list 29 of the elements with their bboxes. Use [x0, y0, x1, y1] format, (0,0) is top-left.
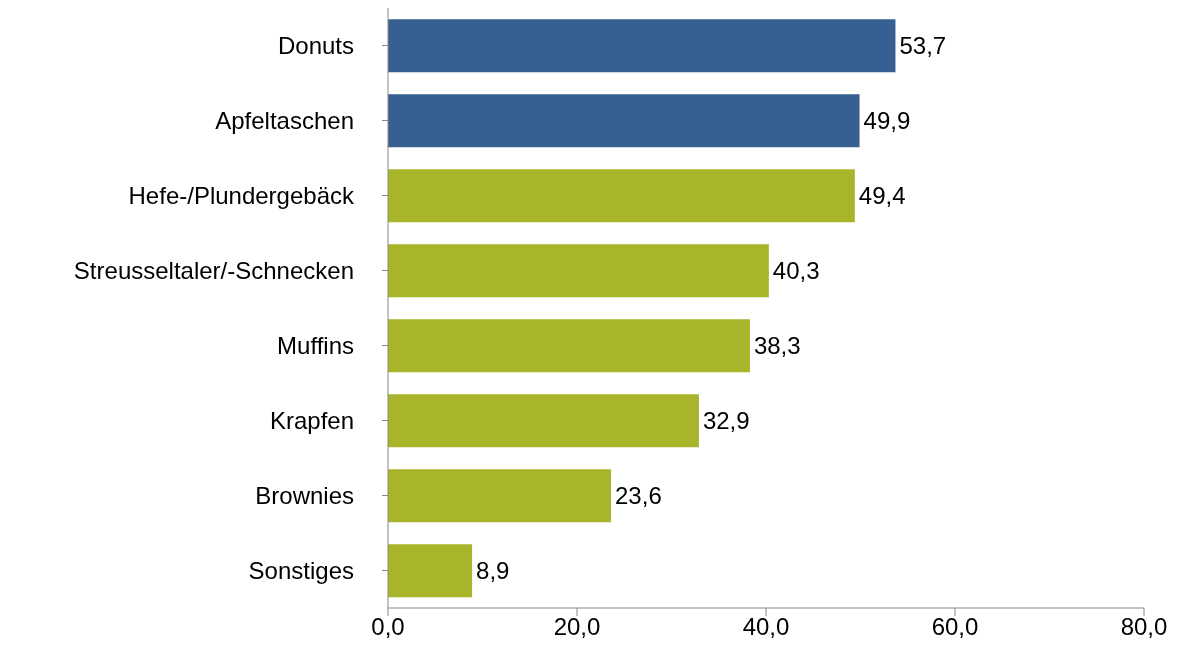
x-tick-label: 0,0 — [371, 613, 405, 641]
y-tick-label: Donuts — [277, 32, 354, 60]
bar — [388, 244, 769, 298]
data-label: 40,3 — [772, 257, 820, 285]
y-tick-label: Krapfen — [269, 407, 354, 435]
x-tick-label: 60,0 — [931, 613, 979, 641]
bar — [388, 319, 750, 373]
x-tick-label: 80,0 — [1120, 613, 1168, 641]
bar — [388, 544, 473, 598]
y-tick-label: Muffins — [277, 332, 354, 360]
x-tick-label: 40,0 — [742, 613, 790, 641]
data-label: 23,6 — [615, 482, 662, 510]
bar — [388, 169, 855, 223]
data-label: 38,3 — [753, 332, 801, 360]
data-label: 49,9 — [863, 107, 911, 135]
data-label: 49,4 — [858, 182, 906, 210]
bar — [388, 394, 699, 448]
bar — [388, 469, 612, 523]
y-tick-label: Streusseltaler/-Schnecken — [73, 257, 354, 285]
y-tick-label: Sonstiges — [248, 557, 354, 585]
data-label: 53,7 — [899, 32, 947, 60]
y-tick-label: Apfeltaschen — [215, 107, 354, 135]
data-label: 8,9 — [476, 557, 510, 585]
y-tick-label: Hefe-/Plundergebäck — [128, 182, 355, 210]
bar — [388, 19, 896, 73]
data-label: 32,9 — [702, 407, 750, 435]
y-tick-label: Brownies — [255, 482, 354, 510]
x-tick-label: 20,0 — [553, 613, 601, 641]
bar — [388, 94, 860, 148]
